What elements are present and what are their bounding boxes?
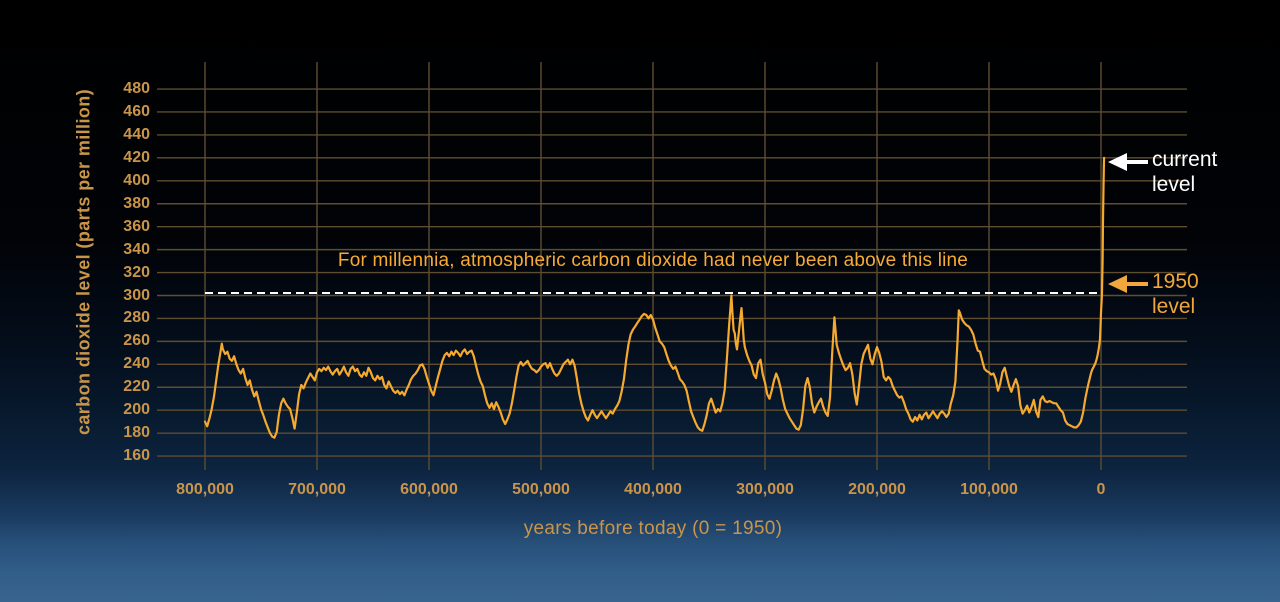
1950-level-label-line1: 1950 [1152,270,1199,293]
x-tick-label-400000: 400,000 [624,481,682,498]
current-level-label-line1: current [1152,148,1218,171]
x-tick-label-500000: 500,000 [512,481,570,498]
y-tick-label-320: 320 [123,263,150,281]
y-tick-label-480: 480 [123,80,150,98]
y-tick-label-360: 360 [123,217,150,235]
y-tick-label-420: 420 [123,148,150,166]
y-tick-label-340: 340 [123,240,150,258]
horizontal-gridlines [157,88,1187,457]
y-tick-label-200: 200 [123,401,150,419]
y-tick-label-400: 400 [123,171,150,189]
current-level-label: current level [1152,147,1217,197]
y-tick-label-460: 460 [123,102,150,120]
y-tick-label-280: 280 [123,309,150,327]
y-tick-label-220: 220 [123,378,150,396]
x-tick-label-0: 0 [1096,481,1106,498]
y-tick-label-380: 380 [123,194,150,212]
x-axis-title: years before today (0 = 1950) [523,518,783,539]
y-tick-label-240: 240 [123,355,150,373]
y-tick-label-160: 160 [123,447,150,465]
current-level-label-line2: level [1152,173,1196,196]
vertical-gridlines [204,62,1102,470]
1950-level-arrow-icon [1108,275,1148,293]
x-tick-label-300000: 300,000 [736,481,794,498]
x-tick-label-100000: 100,000 [960,481,1018,498]
y-tick-label-440: 440 [123,125,150,143]
x-tick-label-800000: 800,000 [176,481,234,498]
x-tick-label-200000: 200,000 [848,481,906,498]
threshold-annotation-text: For millennia, atmospheric carbon dioxid… [337,250,969,271]
current-level-arrow-icon [1108,153,1148,171]
y-tick-label-260: 260 [123,332,150,350]
co2-data-line [203,156,1106,439]
1950-level-label-line2: level [1152,295,1196,318]
y-tick-label-180: 180 [123,424,150,442]
x-tick-label-700000: 700,000 [288,481,346,498]
1950-level-label: 1950 level [1152,269,1199,319]
x-tick-label-600000: 600,000 [400,481,458,498]
y-tick-label-300: 300 [123,286,150,304]
